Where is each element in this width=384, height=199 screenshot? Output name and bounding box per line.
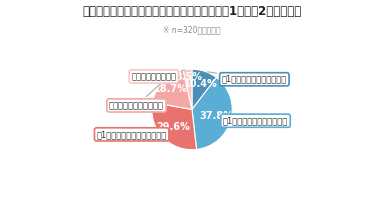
Wedge shape [152, 102, 197, 150]
Text: 3.5%: 3.5% [175, 72, 202, 82]
Wedge shape [192, 69, 217, 109]
Text: 37.8%: 37.8% [199, 111, 233, 121]
Text: 第1波と同程度減らしている: 第1波と同程度減らしている [223, 116, 288, 125]
Text: 第1波の時ほど減らしていない: 第1波の時ほど減らしていない [96, 130, 167, 139]
Text: 広告出稿を止めていない: 広告出稿を止めていない [109, 84, 164, 110]
Text: 【図】コロナショック下での広告出稿状況（第1波・第2波の比較）: 【図】コロナショック下での広告出稿状況（第1波・第2波の比較） [83, 5, 301, 18]
Text: 29.6%: 29.6% [156, 122, 190, 132]
Text: 18.7%: 18.7% [154, 84, 188, 94]
Wedge shape [152, 70, 192, 109]
Text: ※ n=320／単一回答: ※ n=320／単一回答 [163, 25, 221, 34]
Text: 第1波の時より減らしている: 第1波の時より減らしている [208, 72, 287, 84]
Wedge shape [183, 69, 192, 109]
Text: 10.4%: 10.4% [184, 79, 218, 89]
Wedge shape [192, 77, 232, 149]
Text: 広告出稿を増やした: 広告出稿を増やした [131, 70, 185, 81]
